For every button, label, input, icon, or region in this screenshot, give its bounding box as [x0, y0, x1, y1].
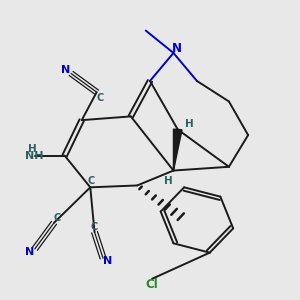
Text: C: C: [90, 221, 97, 232]
Text: NH: NH: [25, 151, 43, 161]
Text: C: C: [54, 213, 61, 223]
Text: Cl: Cl: [146, 278, 158, 291]
Text: N: N: [172, 42, 182, 55]
Text: H: H: [28, 144, 37, 154]
Polygon shape: [173, 129, 182, 170]
Text: N: N: [25, 247, 34, 257]
Text: H: H: [185, 119, 194, 129]
Text: C: C: [88, 176, 95, 186]
Text: N: N: [103, 256, 112, 266]
Text: H: H: [164, 176, 173, 186]
Text: C: C: [97, 93, 104, 103]
Text: N: N: [61, 65, 70, 75]
